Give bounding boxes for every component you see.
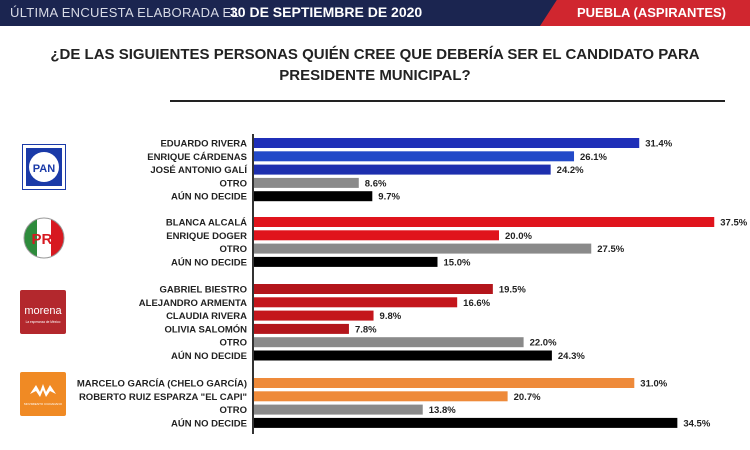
bar-pan-otro: [253, 177, 359, 188]
bar-pan-enrique-cardenas: [253, 151, 575, 162]
value-label-pan-aun-no-decide: 9.7%: [378, 192, 400, 203]
category-label-morena-gabriel-biestro: GABRIEL BIESTRO: [160, 285, 247, 296]
bar-morena-gabriel-biestro: [253, 284, 493, 294]
bar-morena-claudia-rivera: [253, 310, 374, 321]
survey-question-line2: PRESIDENTE MUNICIPAL?: [279, 67, 471, 84]
question-underline: [170, 100, 725, 102]
survey-date: 30 DE SEPTIEMBRE DE 2020: [230, 4, 423, 20]
bar-mc-marcelo-garcia-chelo-garcia: [253, 378, 635, 388]
category-label-morena-alejandro-armenta: ALEJANDRO ARMENTA: [139, 298, 247, 309]
category-label-pan-aun-no-decide: AÚN NO DECIDE: [171, 191, 247, 203]
value-label-morena-alejandro-armenta: 16.6%: [463, 298, 490, 309]
value-label-morena-otro: 22.0%: [530, 338, 557, 349]
value-label-pan-enrique-cardenas: 26.1%: [580, 152, 607, 163]
category-label-pan-jose-antonio-gali: JOSÉ ANTONIO GALÍ: [150, 165, 247, 176]
morena-logo-subtext: La esperanza de México: [26, 320, 61, 324]
category-label-pri-enrique-doger: ENRIQUE DOGER: [166, 231, 247, 242]
bar-morena-aun-no-decide: [253, 350, 552, 361]
value-label-mc-otro: 13.8%: [429, 405, 456, 416]
value-label-mc-aun-no-decide: 34.5%: [683, 418, 710, 429]
category-label-pan-enrique-cardenas: ENRIQUE CÁRDENAS: [147, 152, 247, 163]
mc-logo-text: MOVIMIENTO CIUDADANO: [24, 402, 63, 406]
header-banner-accent: [540, 0, 750, 26]
value-label-pri-aun-no-decide: 15.0%: [444, 257, 471, 268]
category-label-mc-aun-no-decide: AÚN NO DECIDE: [171, 417, 247, 429]
category-label-pri-aun-no-decide: AÚN NO DECIDE: [171, 256, 247, 268]
bar-pan-jose-antonio-gali: [253, 164, 551, 175]
category-label-mc-roberto-ruiz-esparza-el-capi: ROBERTO RUIZ ESPARZA "EL CAPI": [79, 392, 247, 403]
bar-pri-aun-no-decide: [253, 256, 438, 267]
pri-logo: PRI: [23, 217, 65, 259]
value-label-pri-enrique-doger: 20.0%: [505, 231, 532, 242]
pan-logo: PAN: [22, 144, 66, 190]
category-label-pan-otro: OTRO: [220, 178, 247, 189]
bar-pan-eduardo-rivera: [253, 138, 640, 148]
value-label-morena-aun-no-decide: 24.3%: [558, 351, 585, 362]
bar-pri-otro: [253, 243, 592, 254]
survey-question: ¿DE LAS SIGUIENTES PERSONAS QUIÉN CREE Q…: [30, 44, 720, 86]
bar-morena-olivia-salomon: [253, 323, 349, 334]
survey-region: PUEBLA (ASPIRANTES): [576, 5, 726, 20]
value-label-pri-blanca-alcala: 37.5%: [720, 218, 747, 229]
bar-mc-otro: [253, 404, 423, 415]
value-label-pan-jose-antonio-gali: 24.2%: [557, 165, 584, 176]
value-label-mc-marcelo-garcia-chelo-garcia: 31.0%: [640, 379, 667, 390]
category-label-morena-otro: OTRO: [220, 338, 247, 349]
category-label-morena-aun-no-decide: AÚN NO DECIDE: [171, 350, 247, 362]
movimiento-ciudadano-logo: MOVIMIENTO CIUDADANO: [20, 372, 66, 416]
value-label-pan-otro: 8.6%: [365, 178, 387, 189]
value-label-pri-otro: 27.5%: [597, 244, 624, 255]
value-label-mc-roberto-ruiz-esparza-el-capi: 20.7%: [514, 392, 541, 403]
pri-logo-text: PRI: [31, 231, 56, 248]
morena-logo: morena La esperanza de México: [20, 290, 66, 334]
category-label-pan-eduardo-rivera: EDUARDO RIVERA: [160, 139, 247, 150]
eagle-icon: [30, 384, 56, 397]
bar-mc-aun-no-decide: [253, 417, 678, 428]
pan-logo-text: PAN: [33, 163, 55, 175]
category-label-pri-otro: OTRO: [220, 244, 247, 255]
bar-morena-alejandro-armenta: [253, 297, 458, 308]
bar-morena-otro: [253, 337, 524, 348]
value-label-morena-gabriel-biestro: 19.5%: [499, 285, 526, 296]
chart-axis-line: [252, 134, 254, 434]
value-label-pan-eduardo-rivera: 31.4%: [645, 139, 672, 150]
category-label-morena-olivia-salomon: OLIVIA SALOMÓN: [164, 323, 247, 335]
bar-pan-aun-no-decide: [253, 191, 373, 202]
category-label-morena-claudia-rivera: CLAUDIA RIVERA: [166, 311, 247, 322]
category-label-mc-otro: OTRO: [220, 405, 247, 416]
morena-logo-text: morena: [24, 305, 62, 317]
survey-question-line1: ¿DE LAS SIGUIENTES PERSONAS QUIÉN CREE Q…: [50, 46, 700, 63]
category-label-mc-marcelo-garcia-chelo-garcia: MARCELO GARCÍA (CHELO GARCÍA): [77, 379, 247, 390]
value-label-morena-olivia-salomon: 7.8%: [355, 324, 377, 335]
survey-date-prefix: ÚLTIMA ENCUESTA ELABORADA EL: [10, 5, 239, 20]
bar-mc-roberto-ruiz-esparza-el-capi: [253, 391, 508, 402]
bar-pri-enrique-doger: [253, 230, 499, 241]
value-label-morena-claudia-rivera: 9.8%: [380, 311, 402, 322]
category-label-pri-blanca-alcala: BLANCA ALCALÁ: [166, 218, 247, 229]
bar-pri-blanca-alcala: [253, 217, 715, 227]
